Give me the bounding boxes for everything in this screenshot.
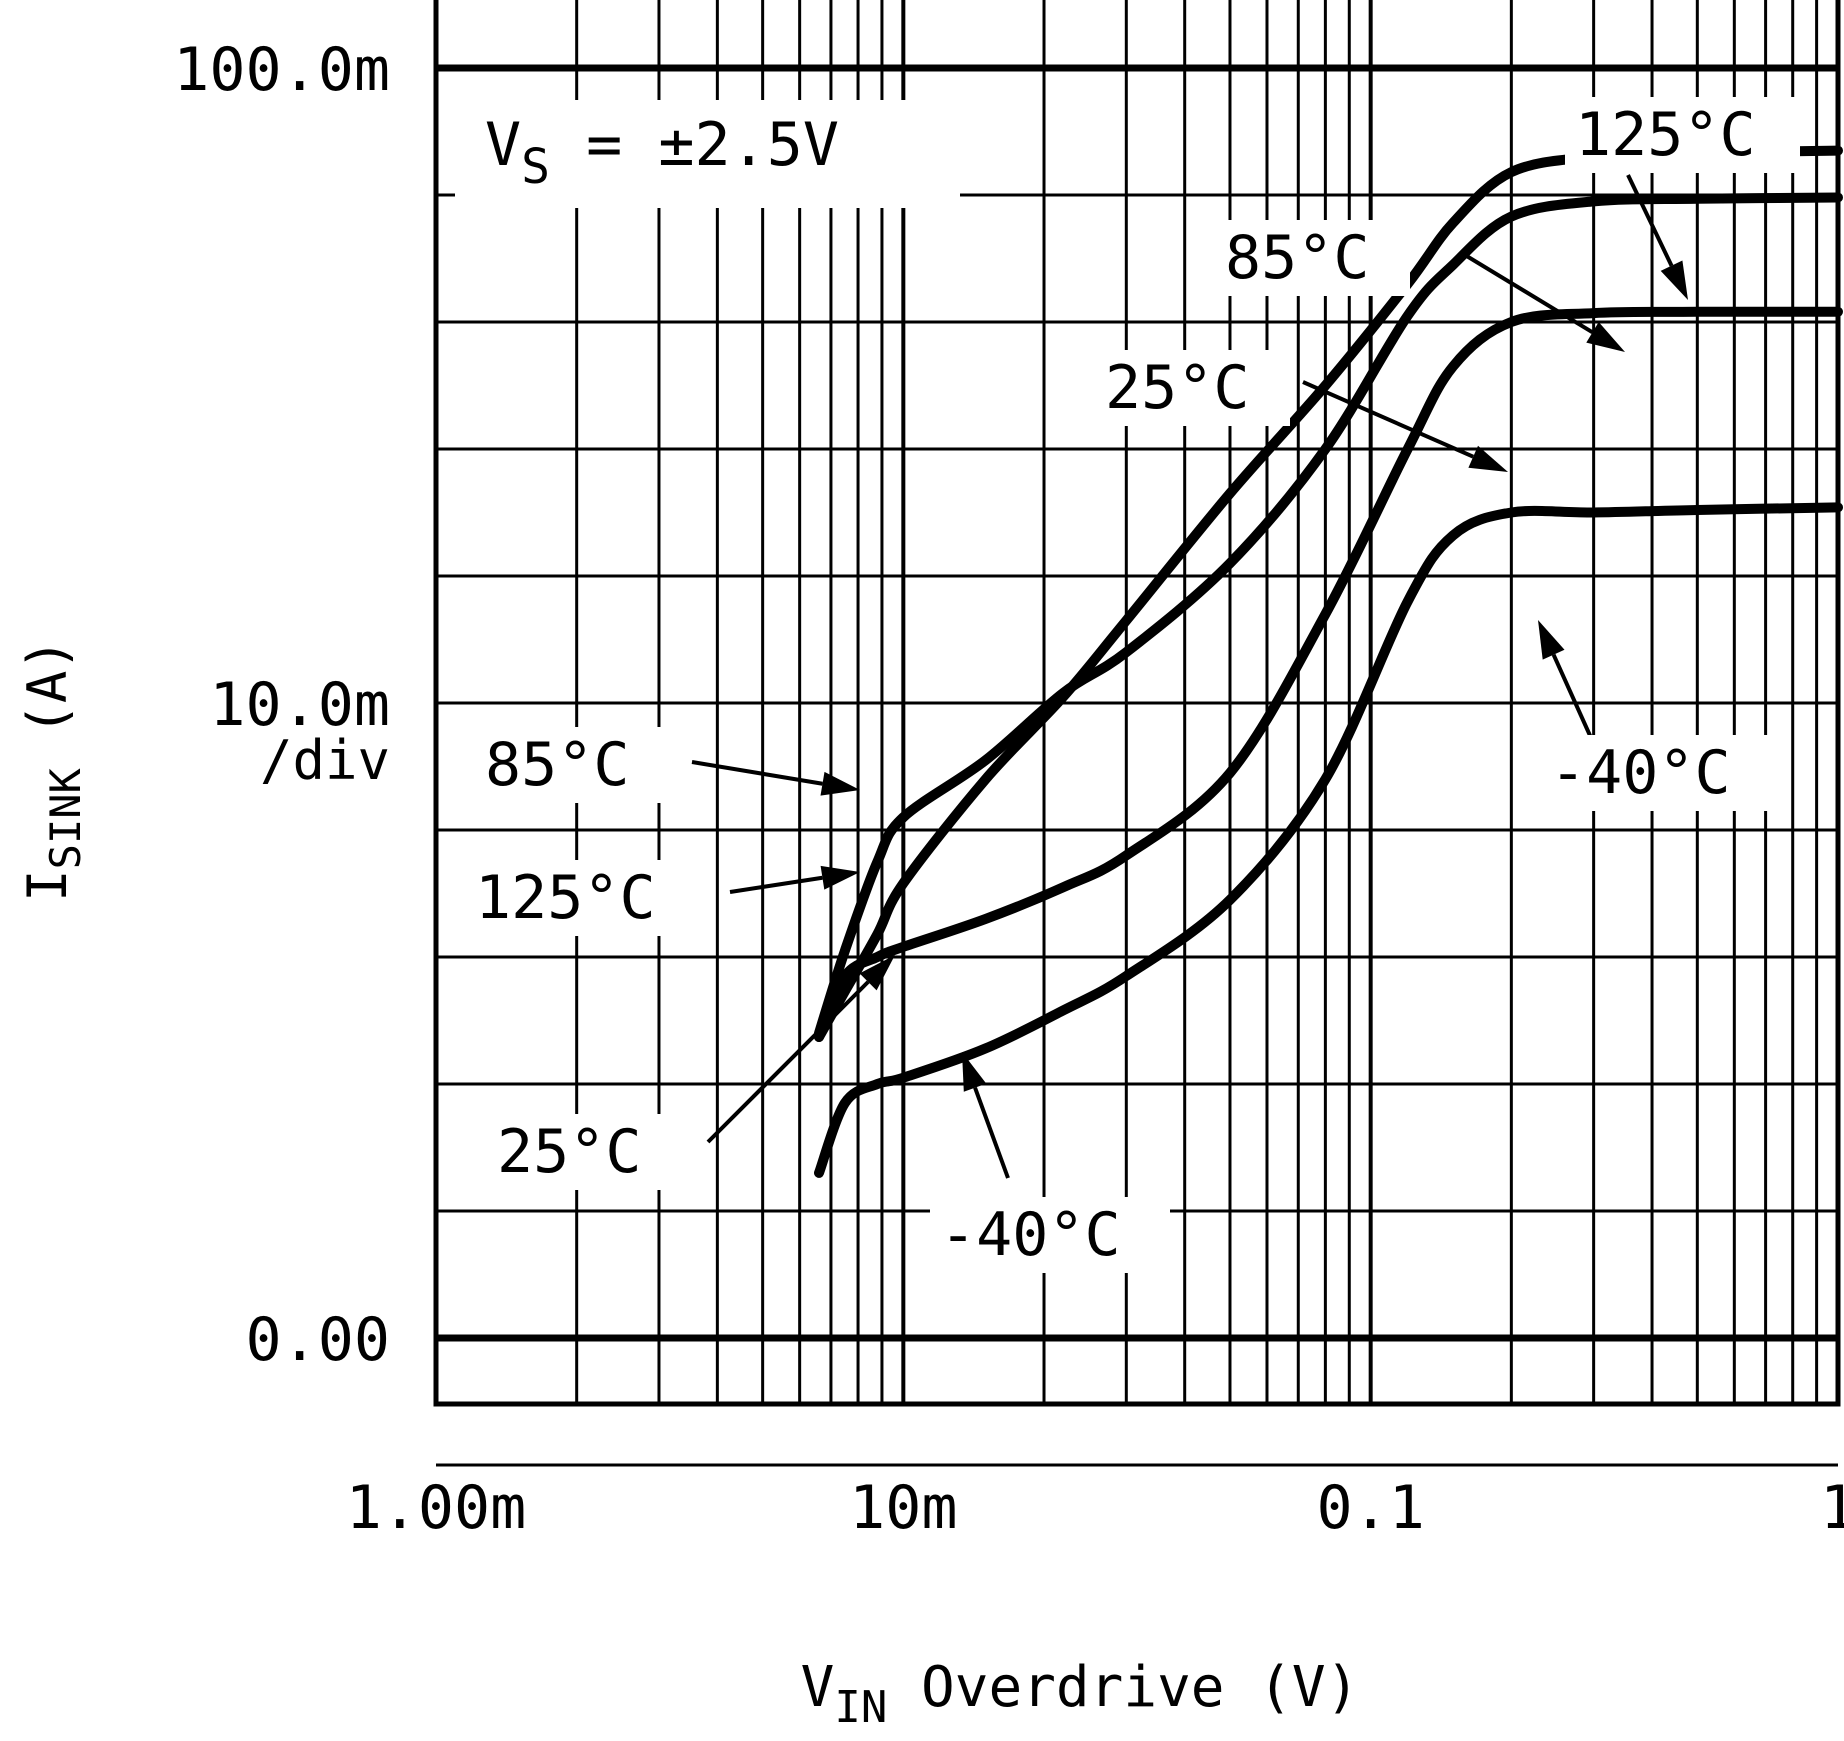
annotation-arrowhead xyxy=(1468,445,1508,472)
annotations: 125°C 85°C 25°C -40°C 85°C 125°C 25°C -40°C xyxy=(465,97,1800,1273)
supply-label-bg xyxy=(455,100,960,208)
y-tick-label: 10.0m xyxy=(209,670,390,740)
x-tick-label: 0.1 xyxy=(1316,1473,1424,1543)
y-div-note: /div xyxy=(260,729,390,792)
annotation-label-bg xyxy=(487,1114,682,1190)
annotation-label-bg xyxy=(1095,350,1290,426)
supply-label-main: V xyxy=(485,110,521,180)
annotation-label: 25°C xyxy=(497,1117,642,1187)
plot-frame xyxy=(433,0,1841,1407)
y-axis-label-sub: SINK xyxy=(41,767,90,869)
annotation-label: 85°C xyxy=(485,730,630,800)
annotation-label: -40°C xyxy=(1550,738,1731,808)
annotation-label: 125°C xyxy=(475,863,656,933)
annotation-leader xyxy=(1551,653,1594,741)
annotation-arrowhead xyxy=(962,1052,987,1092)
annotation-leader xyxy=(1302,380,1475,459)
annotation-leader xyxy=(1463,253,1594,335)
y-axis-label-main: I xyxy=(16,869,79,902)
annotation-leader xyxy=(1626,174,1674,267)
x-axis-label-sub: IN xyxy=(834,1682,887,1733)
series-line-25c xyxy=(814,306,1843,1042)
y-axis-label-suffix: (A) xyxy=(16,638,79,768)
annotation-label-bg xyxy=(1540,735,1780,811)
annotation-label-bg xyxy=(1215,220,1410,296)
annotation-arrowhead xyxy=(1660,260,1688,300)
annotation-label: -40°C xyxy=(940,1200,1121,1270)
annotation-arrowhead xyxy=(859,955,895,991)
annotation-label-bg xyxy=(475,727,670,803)
x-tick-label: 1 xyxy=(1820,1473,1844,1543)
annotation-label-bg xyxy=(1565,97,1800,173)
annotation-arrowhead xyxy=(1538,620,1565,660)
annotation-leader xyxy=(706,980,870,1144)
x-tick-label: 1.00m xyxy=(346,1473,527,1543)
y-tick-label: 100.0m xyxy=(173,35,390,105)
y-axis-label: ISINK (A) xyxy=(16,638,90,902)
supply-label-sub: S xyxy=(521,139,550,195)
annotation-label-bg xyxy=(465,860,705,936)
x-axis-label-main: V xyxy=(801,1655,835,1720)
series-line--40c xyxy=(814,502,1843,1178)
annotation-leader xyxy=(973,1087,1010,1179)
annotation-leader xyxy=(691,760,823,786)
x-axis-label-suffix: Overdrive (V) xyxy=(887,1655,1359,1720)
grid xyxy=(433,0,1841,1467)
y-tick-label: 0.00 xyxy=(246,1305,391,1375)
annotation-label-bg xyxy=(930,1197,1170,1273)
annotation-leader xyxy=(729,875,823,894)
x-tick-label: 10m xyxy=(849,1473,957,1543)
annotation-arrowhead xyxy=(1586,322,1625,352)
x-axis-label: VIN Overdrive (V) xyxy=(801,1655,1360,1733)
series-lines xyxy=(814,145,1843,1178)
supply-label-suffix: = ±2.5V xyxy=(550,110,839,180)
tick-labels: 1.00m 10m 0.1 1 0.00 10.0m 100.0m xyxy=(173,35,1844,1543)
supply-label: VS = ±2.5V xyxy=(485,110,839,195)
annotation-label: 125°C xyxy=(1575,100,1756,170)
annotation-arrowhead xyxy=(820,771,860,796)
annotation-label: 85°C xyxy=(1225,223,1370,293)
annotation-label: 25°C xyxy=(1105,353,1250,423)
annotation-arrowhead xyxy=(820,865,860,890)
series-line-85c xyxy=(814,192,1843,1039)
